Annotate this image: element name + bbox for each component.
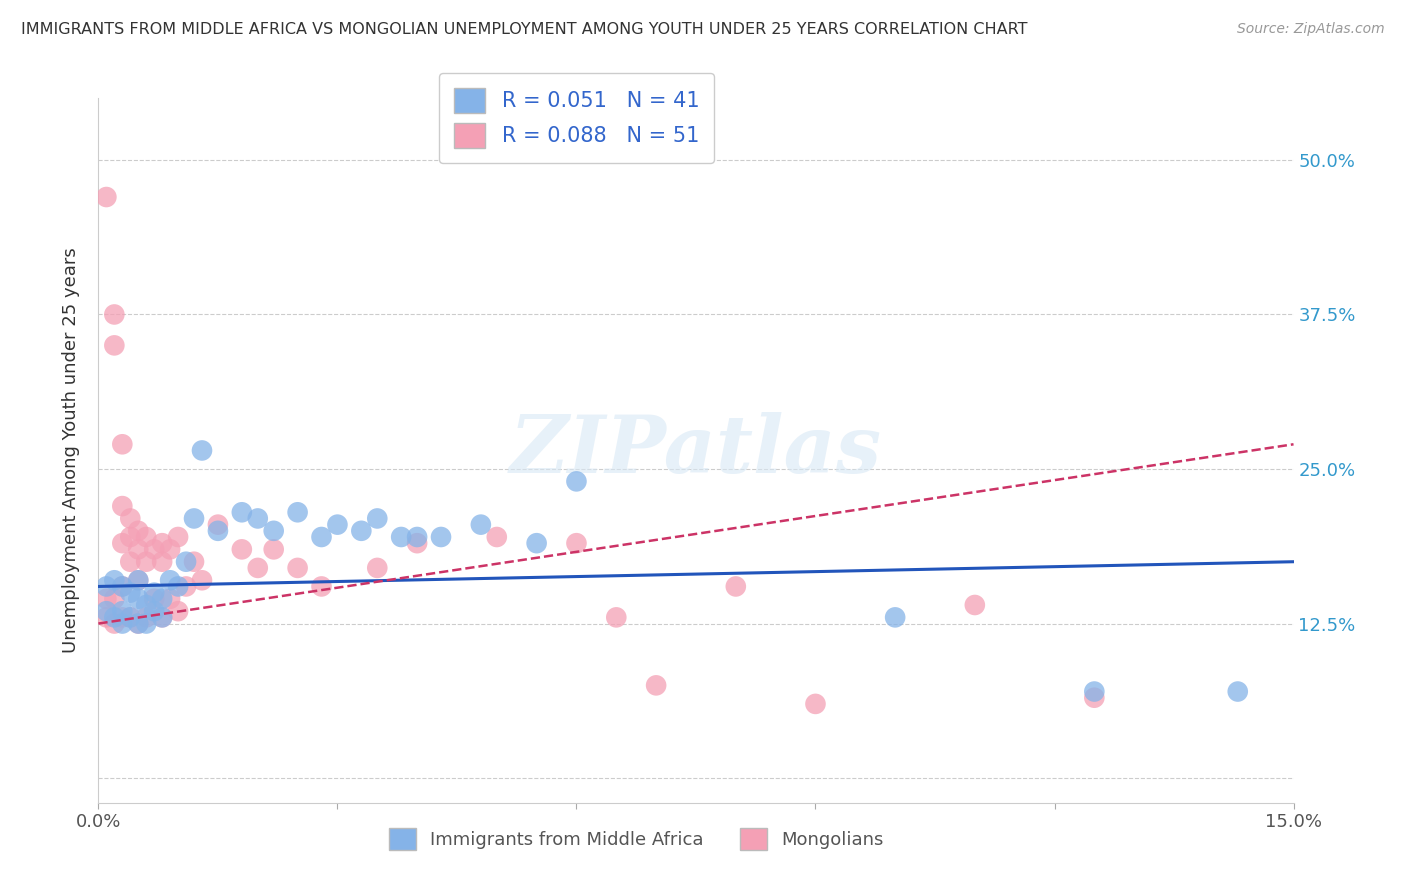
Point [207, 524, 229, 538]
Point [884, 610, 907, 624]
Point [207, 517, 229, 532]
Point [263, 542, 285, 557]
Point [804, 697, 827, 711]
Point [231, 542, 253, 557]
Point [183, 555, 205, 569]
Point [111, 579, 134, 593]
Point [565, 475, 588, 489]
Point [167, 579, 190, 593]
Point [470, 517, 492, 532]
Point [127, 616, 149, 631]
Point [246, 561, 269, 575]
Point [191, 443, 214, 458]
Point [150, 536, 173, 550]
Point [127, 524, 149, 538]
Point [174, 579, 197, 593]
Point [150, 555, 173, 569]
Point [103, 591, 125, 606]
Point [96, 610, 118, 624]
Point [963, 598, 986, 612]
Point [120, 610, 142, 624]
Point [159, 574, 181, 588]
Point [135, 598, 157, 612]
Point [246, 511, 269, 525]
Point [174, 555, 197, 569]
Point [103, 616, 125, 631]
Point [430, 530, 453, 544]
Point [406, 536, 429, 550]
Point [366, 561, 388, 575]
Point [143, 585, 166, 599]
Point [167, 530, 190, 544]
Point [366, 511, 388, 525]
Point [526, 536, 548, 550]
Point [127, 574, 149, 588]
Point [120, 530, 142, 544]
Point [287, 561, 309, 575]
Point [127, 574, 149, 588]
Point [135, 555, 157, 569]
Point [135, 530, 157, 544]
Point [135, 610, 157, 624]
Point [1226, 684, 1249, 698]
Point [150, 610, 173, 624]
Point [645, 678, 668, 692]
Point [159, 542, 181, 557]
Point [485, 530, 508, 544]
Legend: Immigrants from Middle Africa, Mongolians: Immigrants from Middle Africa, Mongolian… [381, 821, 891, 857]
Point [565, 536, 588, 550]
Point [103, 338, 125, 352]
Point [724, 579, 747, 593]
Point [111, 499, 134, 513]
Point [143, 604, 166, 618]
Point [120, 511, 142, 525]
Point [120, 610, 142, 624]
Text: Source: ZipAtlas.com: Source: ZipAtlas.com [1237, 22, 1385, 37]
Point [103, 610, 125, 624]
Point [231, 505, 253, 519]
Point [350, 524, 373, 538]
Point [111, 616, 134, 631]
Point [127, 542, 149, 557]
Point [311, 579, 333, 593]
Point [120, 555, 142, 569]
Point [263, 524, 285, 538]
Point [103, 574, 125, 588]
Point [135, 616, 157, 631]
Point [96, 604, 118, 618]
Point [96, 190, 118, 204]
Point [127, 616, 149, 631]
Point [389, 530, 412, 544]
Point [143, 591, 166, 606]
Point [1083, 690, 1105, 705]
Text: ZIPatlas: ZIPatlas [510, 412, 882, 489]
Point [111, 610, 134, 624]
Point [326, 517, 349, 532]
Point [96, 579, 118, 593]
Point [103, 308, 125, 322]
Point [406, 530, 429, 544]
Point [111, 579, 134, 593]
Point [183, 511, 205, 525]
Point [143, 542, 166, 557]
Point [287, 505, 309, 519]
Point [605, 610, 627, 624]
Point [111, 437, 134, 451]
Point [159, 591, 181, 606]
Y-axis label: Unemployment Among Youth under 25 years: Unemployment Among Youth under 25 years [62, 248, 80, 653]
Point [191, 574, 214, 588]
Text: IMMIGRANTS FROM MIDDLE AFRICA VS MONGOLIAN UNEMPLOYMENT AMONG YOUTH UNDER 25 YEA: IMMIGRANTS FROM MIDDLE AFRICA VS MONGOLI… [21, 22, 1028, 37]
Point [311, 530, 333, 544]
Point [150, 610, 173, 624]
Point [111, 604, 134, 618]
Point [120, 585, 142, 599]
Point [111, 536, 134, 550]
Point [127, 591, 149, 606]
Point [1083, 684, 1105, 698]
Point [167, 604, 190, 618]
Point [96, 591, 118, 606]
Point [150, 591, 173, 606]
